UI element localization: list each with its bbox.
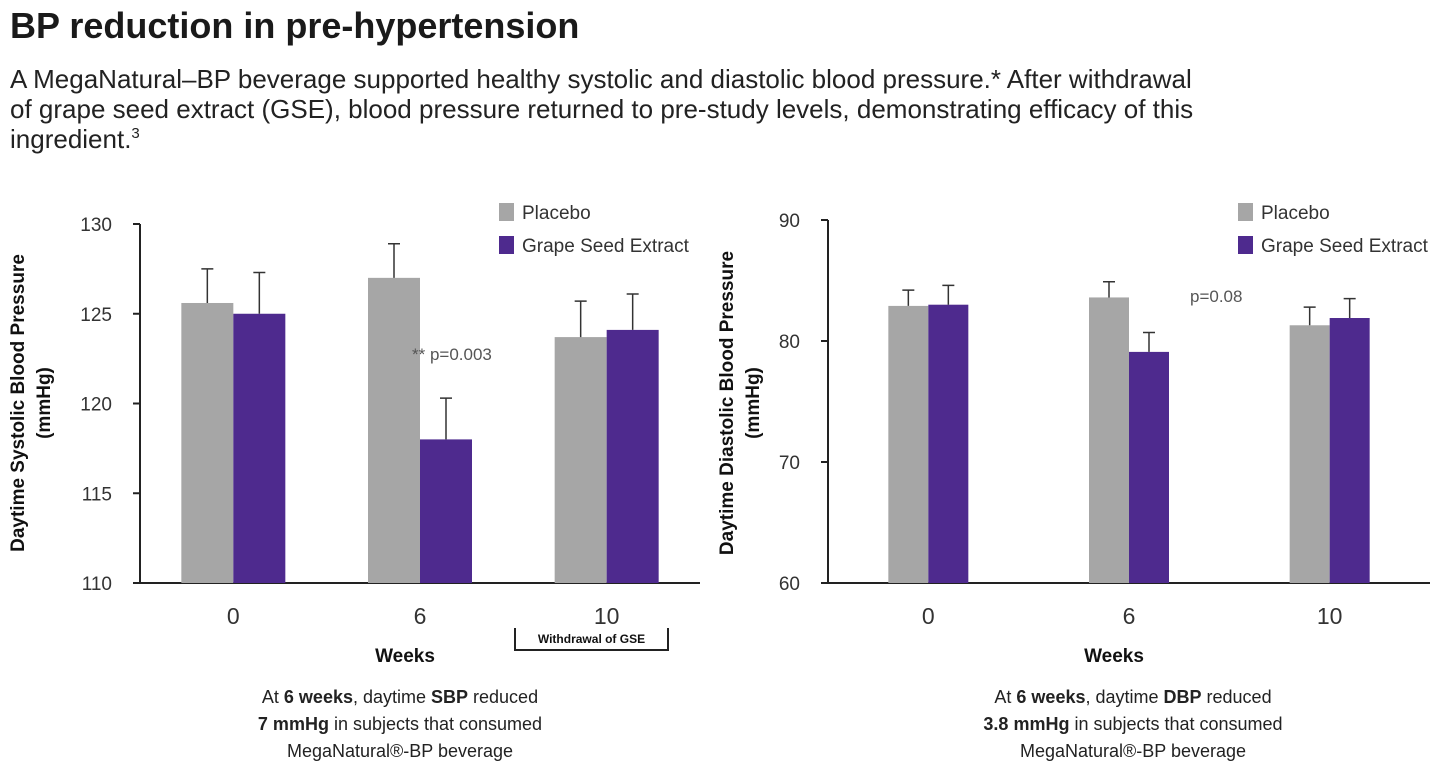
- y-axis-label: (mmHg): [743, 367, 764, 439]
- y-axis-label: (mmHg): [34, 367, 55, 439]
- caption-line: 3.8 mmHg in subjects that consumed: [983, 714, 1282, 734]
- bar: [888, 305, 929, 583]
- error-bar: [1343, 297, 1356, 319]
- caption-line: At 6 weeks, daytime DBP reduced: [994, 687, 1271, 707]
- caption-segment: in subjects that consumed: [329, 714, 542, 734]
- legend-label: Grape Seed Extract: [1261, 236, 1429, 257]
- caption-line: At 6 weeks, daytime SBP reduced: [262, 687, 538, 707]
- x-tick-label: 0: [227, 603, 240, 629]
- error-bar: [574, 300, 587, 338]
- annotation: p=0.08: [1190, 287, 1242, 306]
- x-tick-label: 10: [594, 603, 620, 629]
- caption-line: MegaNatural®-BP beverage: [287, 741, 513, 761]
- caption-segment: DBP: [1164, 687, 1202, 707]
- y-tick-label: 130: [80, 215, 112, 236]
- error-bar: [1303, 306, 1316, 326]
- y-tick-label: 110: [82, 574, 112, 595]
- x-tick-label: 0: [922, 603, 935, 629]
- caption-segment: , daytime: [1085, 687, 1163, 707]
- error-bar: [942, 284, 955, 305]
- y-tick-label: 70: [779, 453, 800, 474]
- y-tick-label: 125: [80, 305, 112, 326]
- x-axis-label: Weeks: [375, 646, 435, 667]
- legend-swatch: [499, 203, 514, 221]
- caption-segment: 6 weeks: [284, 687, 353, 707]
- caption-segment: 7 mmHg: [258, 714, 329, 734]
- caption-line: 7 mmHg in subjects that consumed: [258, 714, 542, 734]
- bar: [181, 302, 234, 583]
- caption-segment: 3.8 mmHg: [983, 714, 1069, 734]
- error-bar: [626, 293, 639, 330]
- error-bar: [388, 242, 400, 278]
- y-tick-label: 60: [779, 574, 800, 595]
- error-bar: [1103, 280, 1115, 298]
- bar: [1289, 325, 1330, 583]
- error-bar: [201, 268, 214, 303]
- x-tick-label: 6: [414, 603, 427, 629]
- legend-label: Grape Seed Extract: [522, 236, 690, 257]
- y-tick-label: 115: [82, 484, 112, 505]
- legend-swatch: [1238, 236, 1253, 254]
- annotation: ** p=0.003: [412, 345, 492, 364]
- caption-segment: At: [994, 687, 1016, 707]
- page-title: BP reduction in pre-hypertension: [10, 5, 579, 46]
- bracket-label: Withdrawal of GSE: [538, 632, 645, 646]
- y-tick-label: 120: [80, 395, 112, 416]
- subtitle-line: A MegaNatural–BP beverage supported heal…: [10, 64, 1192, 94]
- subtitle-line: of grape seed extract (GSE), blood press…: [10, 94, 1193, 124]
- y-tick-label: 90: [779, 211, 800, 232]
- caption-segment: reduced: [468, 687, 538, 707]
- caption-segment: , daytime: [353, 687, 431, 707]
- footnote-mark: 3: [131, 125, 139, 142]
- caption-segment: 6 weeks: [1016, 687, 1085, 707]
- error-bar: [253, 271, 266, 314]
- caption-segment: reduced: [1202, 687, 1272, 707]
- bar: [368, 277, 420, 583]
- bar: [554, 337, 607, 583]
- x-tick-label: 10: [1317, 603, 1343, 629]
- legend-label: Placebo: [522, 203, 591, 224]
- caption-segment: MegaNatural®-BP beverage: [287, 741, 513, 761]
- caption-segment: in subjects that consumed: [1069, 714, 1282, 734]
- caption-segment: MegaNatural®-BP beverage: [1020, 741, 1246, 761]
- error-bar: [1143, 331, 1155, 352]
- caption-segment: At: [262, 687, 284, 707]
- legend-swatch: [1238, 203, 1253, 221]
- x-axis-label: Weeks: [1084, 646, 1144, 667]
- bar: [420, 439, 472, 583]
- caption-line: MegaNatural®-BP beverage: [1020, 741, 1246, 761]
- y-axis-label: Daytime Systolic Blood Pressure: [8, 254, 29, 552]
- y-tick-label: 80: [779, 332, 800, 353]
- bar: [233, 313, 286, 583]
- x-tick-label: 6: [1123, 603, 1136, 629]
- legend-label: Placebo: [1261, 203, 1330, 224]
- bar: [1329, 318, 1370, 583]
- legend-swatch: [499, 236, 514, 254]
- caption-segment: SBP: [431, 687, 468, 707]
- bar: [1089, 297, 1129, 583]
- error-bar: [902, 289, 915, 306]
- bar: [606, 329, 659, 583]
- y-axis-label: Daytime Diastolic Blood Pressure: [717, 251, 738, 555]
- subtitle-line: ingredient.3: [10, 124, 140, 154]
- bracket: [514, 628, 669, 651]
- error-bar: [440, 397, 452, 440]
- bar: [1129, 351, 1169, 583]
- bar: [928, 304, 969, 583]
